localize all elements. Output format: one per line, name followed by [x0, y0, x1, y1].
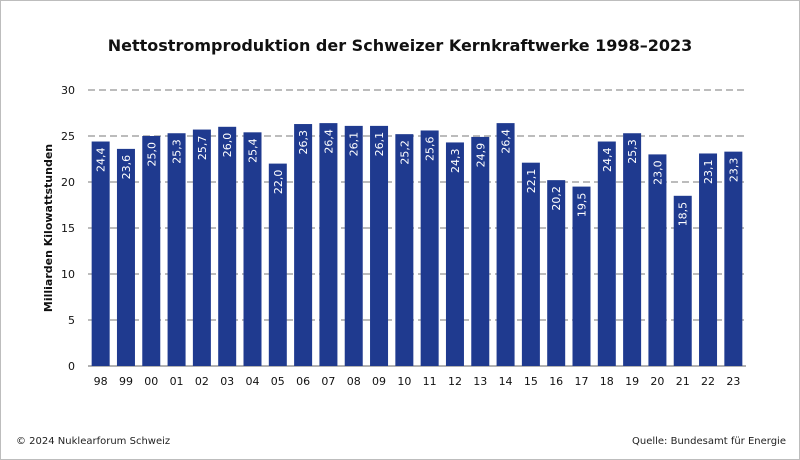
bar-value-label: 25,0 [145, 142, 158, 167]
bar [547, 180, 566, 366]
chart-title: Nettostromproduktion der Schweizer Kernk… [107, 36, 693, 55]
bar [142, 136, 161, 366]
bar-value-label: 26,1 [348, 132, 361, 157]
x-tick-label: 11 [423, 375, 437, 388]
bar-value-label: 25,6 [424, 136, 437, 161]
bar [572, 186, 591, 366]
bar-value-label: 26,3 [297, 130, 310, 155]
y-tick-label: 20 [61, 176, 75, 189]
bar-value-label: 22,1 [525, 169, 538, 194]
gridlines [88, 89, 746, 367]
x-tick-label: 17 [575, 375, 589, 388]
x-tick-label: 04 [246, 375, 260, 388]
bar-value-label: 23,3 [727, 158, 740, 183]
y-tick-label: 15 [61, 222, 75, 235]
bar [395, 134, 414, 366]
bar-value-label: 25,7 [196, 136, 209, 161]
y-tick-label: 30 [61, 84, 75, 97]
x-tick-label: 13 [473, 375, 487, 388]
bar [91, 141, 110, 366]
bar [116, 148, 135, 366]
bar [471, 136, 490, 366]
y-tick-label: 10 [61, 268, 75, 281]
bar [167, 133, 186, 366]
bar [496, 123, 515, 367]
bar [294, 124, 313, 366]
x-tick-label: 99 [119, 375, 133, 388]
x-tick-label: 12 [448, 375, 462, 388]
y-tick-label: 0 [68, 360, 75, 373]
copyright-note: © 2024 Nuklearforum Schweiz [16, 436, 171, 447]
source-note: Quelle: Bundesamt für Energie [631, 436, 786, 447]
x-tick-label: 14 [499, 375, 513, 388]
bars [91, 123, 743, 367]
x-tick-label: 00 [144, 375, 158, 388]
bar [699, 153, 718, 366]
data-labels: 24,4 23,6 25,0 25,3 25,7 26,0 25,4 22,0 26,3 26,4… [95, 129, 741, 226]
x-tick-label: 19 [625, 375, 639, 388]
bar-value-label: 24,9 [474, 143, 487, 168]
x-tick-label: 20 [650, 375, 664, 388]
bar [648, 154, 667, 366]
x-tick-label: 06 [296, 375, 310, 388]
bar-value-label: 26,4 [322, 129, 335, 154]
bar-value-label: 24,4 [601, 148, 614, 173]
x-tick-label: 02 [195, 375, 209, 388]
x-axis-ticks: 98 99 00 01 02 03 04 05 06 07 08 09 10 11 12 13 14 15 16 17… [94, 375, 741, 388]
x-tick-label: 16 [549, 375, 563, 388]
bar-value-label: 22,0 [272, 170, 285, 195]
x-tick-label: 21 [676, 375, 690, 388]
bar [218, 126, 237, 366]
bar-value-label: 25,3 [171, 139, 184, 164]
bar-value-label: 26,0 [221, 133, 234, 158]
x-tick-label: 23 [726, 375, 740, 388]
bar [192, 129, 211, 366]
bar-value-label: 24,3 [449, 148, 462, 173]
x-tick-label: 18 [600, 375, 614, 388]
x-tick-label: 01 [170, 375, 184, 388]
x-tick-label: 98 [94, 375, 108, 388]
x-tick-label: 07 [321, 375, 335, 388]
bar [370, 125, 389, 366]
bar [445, 142, 464, 366]
y-tick-label: 25 [61, 130, 75, 143]
bar-value-label: 26,4 [500, 129, 513, 154]
bar [344, 125, 363, 366]
x-tick-label: 22 [701, 375, 715, 388]
bar [319, 123, 338, 367]
bar [623, 133, 642, 366]
bar-value-label: 20,2 [550, 186, 563, 211]
y-axis-label: Milliarden Kilowattstunden [42, 144, 55, 312]
bar [521, 162, 540, 366]
x-tick-label: 15 [524, 375, 538, 388]
bar [673, 195, 692, 366]
x-tick-label: 09 [372, 375, 386, 388]
bar-value-label: 23,1 [702, 159, 715, 184]
x-tick-label: 08 [347, 375, 361, 388]
bar-value-label: 18,5 [677, 202, 690, 227]
bar-value-label: 25,4 [247, 138, 260, 163]
bar-value-label: 23,6 [120, 155, 133, 180]
bar-value-label: 26,1 [373, 132, 386, 157]
bar [420, 130, 439, 366]
bar-value-label: 19,5 [576, 193, 589, 218]
bar-value-label: 25,3 [626, 139, 639, 164]
x-tick-label: 03 [220, 375, 234, 388]
bar [724, 151, 743, 366]
bar-value-label: 25,2 [398, 140, 411, 165]
bar [243, 132, 262, 366]
bar [268, 163, 287, 366]
y-tick-label: 5 [68, 314, 75, 327]
x-tick-label: 05 [271, 375, 285, 388]
bar-value-label: 24,4 [95, 148, 108, 173]
bar [597, 141, 616, 366]
y-axis-ticks: 0 5 10 15 20 25 30 [61, 84, 75, 373]
bar-value-label: 23,0 [651, 160, 664, 185]
x-tick-label: 10 [397, 375, 411, 388]
